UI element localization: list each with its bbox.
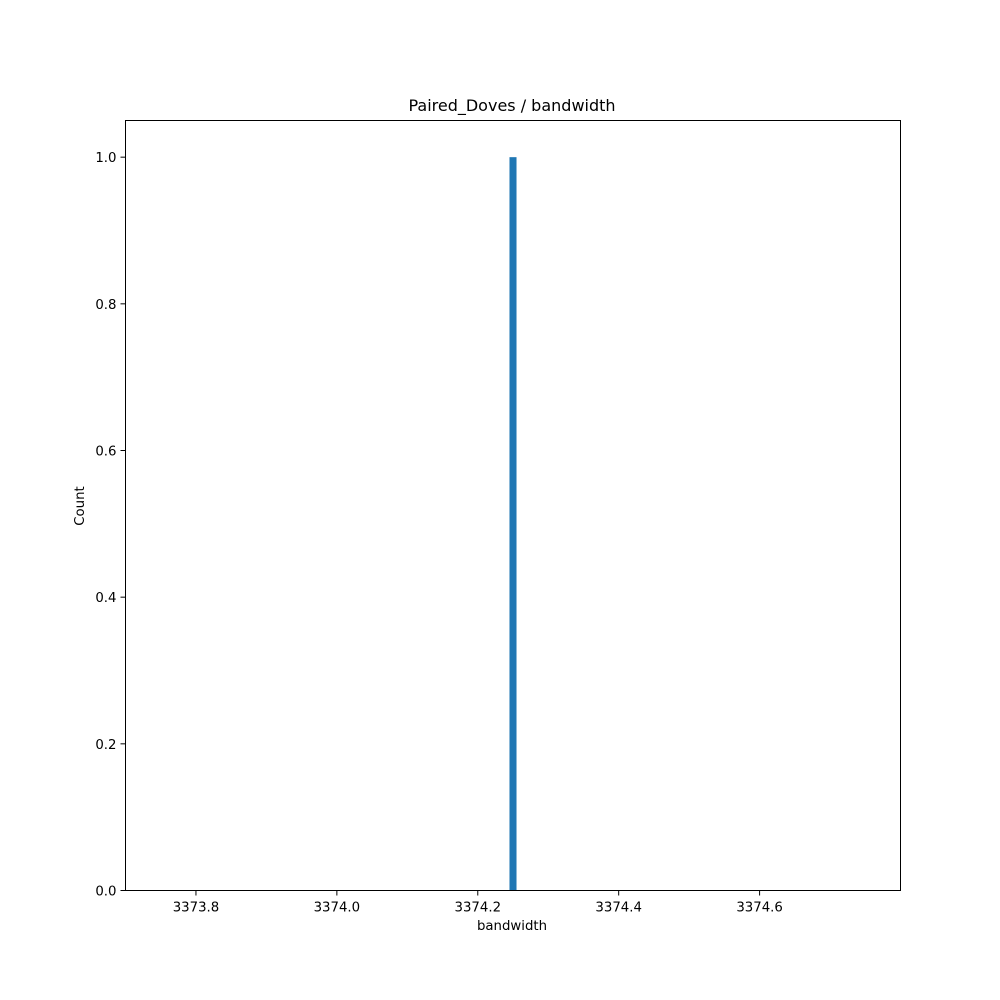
y-tick-label: 0.6 bbox=[95, 445, 116, 460]
y-tick-label: 0.4 bbox=[95, 591, 116, 606]
x-axis-label: bandwidth bbox=[477, 919, 547, 934]
x-tick-label: 3374.6 bbox=[736, 901, 783, 916]
x-tick-label: 3374.2 bbox=[455, 901, 502, 916]
plot-frame bbox=[125, 120, 901, 891]
chart-title: Paired_Doves / bandwidth bbox=[408, 96, 615, 116]
y-tick-label: 0.8 bbox=[95, 298, 116, 313]
histogram-bar bbox=[509, 157, 517, 891]
x-tick-label: 3374.4 bbox=[595, 901, 642, 916]
x-axis-ticks: 3373.8 3374.0 3374.2 3374.4 3374.6 bbox=[173, 890, 783, 916]
x-tick-label: 3374.0 bbox=[314, 901, 361, 916]
y-tick-label: 1.0 bbox=[95, 151, 116, 166]
y-tick-label: 0.2 bbox=[95, 738, 116, 753]
y-axis-label: Count bbox=[73, 486, 88, 526]
y-tick-label: 0.0 bbox=[95, 885, 116, 900]
x-tick-label: 3373.8 bbox=[173, 901, 220, 916]
bars-layer bbox=[509, 157, 517, 891]
y-axis-ticks: 0.0 0.2 0.4 0.6 0.8 1.0 bbox=[95, 151, 126, 900]
